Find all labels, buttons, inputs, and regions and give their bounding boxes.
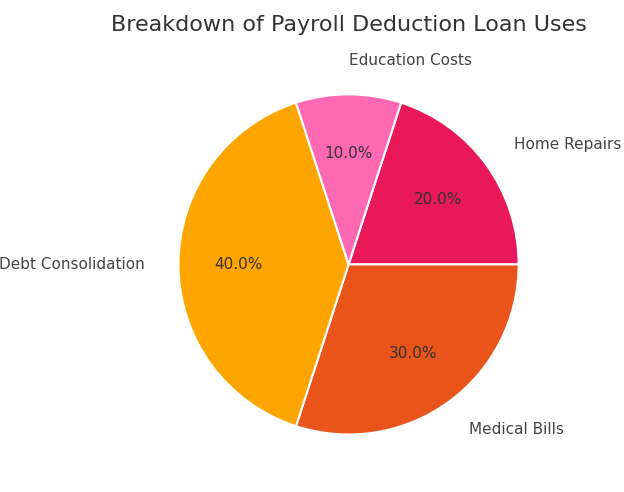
Text: 40.0%: 40.0% (214, 257, 262, 272)
Text: Home Repairs: Home Repairs (514, 137, 621, 152)
Wedge shape (296, 94, 401, 264)
Wedge shape (178, 103, 349, 426)
Text: Medical Bills: Medical Bills (469, 422, 563, 437)
Wedge shape (349, 103, 519, 264)
Text: 10.0%: 10.0% (324, 147, 373, 161)
Text: Debt Consolidation: Debt Consolidation (0, 257, 145, 272)
Text: Education Costs: Education Costs (349, 53, 472, 68)
Wedge shape (296, 264, 519, 434)
Text: 30.0%: 30.0% (389, 346, 438, 361)
Text: 20.0%: 20.0% (414, 192, 462, 207)
Title: Breakdown of Payroll Deduction Loan Uses: Breakdown of Payroll Deduction Loan Uses (110, 15, 587, 35)
